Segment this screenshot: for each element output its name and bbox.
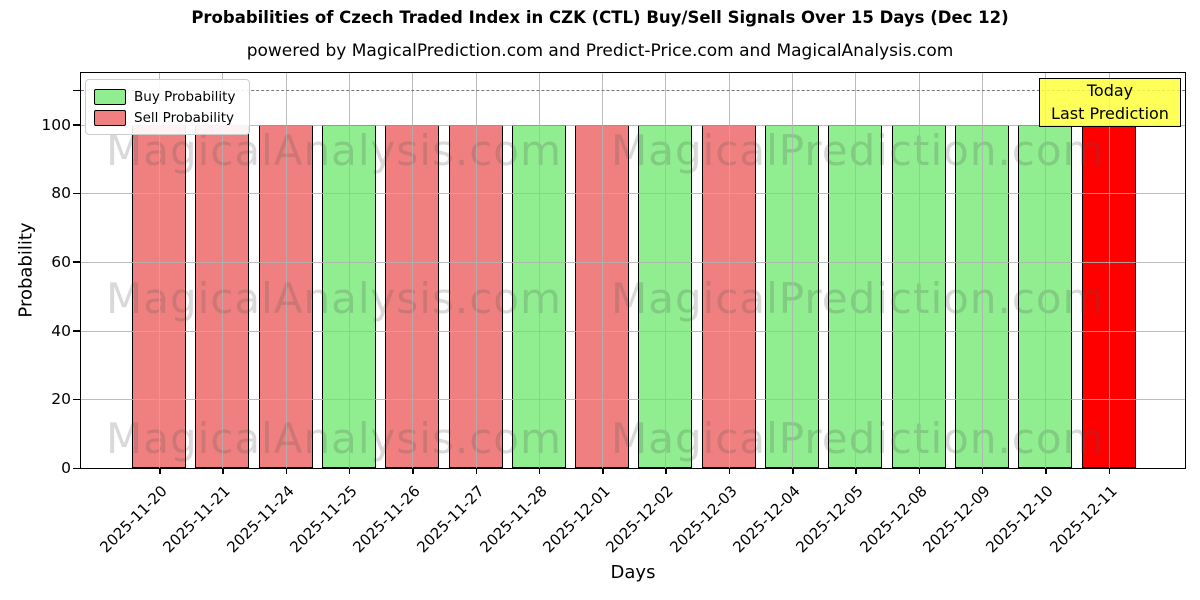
x-tick [475,468,477,474]
plot-area: MagicalAnalysis.com MagicalPrediction.com… [41,72,1186,477]
gridline-vertical [602,73,604,468]
x-tick [665,468,667,474]
x-tick [222,468,224,474]
gridline-vertical [981,73,983,468]
gridline-vertical [1045,73,1047,468]
today-annotation: Today Last Prediction [1039,78,1181,128]
gridline-horizontal [81,330,1185,332]
chart-title: Probabilities of Czech Traded Index in C… [191,8,1009,27]
x-tick [1045,468,1047,474]
y-tick-label: 60 [51,252,71,271]
watermark-text: MagicalPrediction.com [611,414,1105,463]
gridline-vertical [348,73,350,468]
x-tick [728,468,731,474]
gridline-horizontal [81,124,1185,126]
watermark-text: MagicalPrediction.com [611,274,1105,323]
gridline-vertical [855,73,857,468]
gridline-horizontal [81,261,1185,263]
y-tick [73,89,80,92]
gridline-vertical [159,73,160,468]
x-tick [855,468,857,474]
gridline-vertical [792,73,793,468]
x-tick [1108,468,1110,474]
watermark-text: MagicalAnalysis.com [106,414,562,463]
y-tick [73,330,80,332]
x-tick [792,468,794,474]
y-tick [73,261,80,263]
legend-item-buy: Buy Probability [94,86,235,107]
gridline-vertical [1108,73,1110,468]
y-tick [73,398,80,401]
watermark-text: MagicalAnalysis.com [106,274,562,323]
legend-item-sell: Sell Probability [94,107,235,128]
y-tick [73,192,80,195]
gridline-vertical [475,73,477,468]
x-tick [918,468,921,474]
legend: Buy Probability Sell Probability [85,79,251,135]
today-annotation-line1: Today [1086,81,1134,100]
y-tick [73,124,80,126]
gridline-vertical [285,73,287,468]
y-tick-label: 20 [51,390,71,409]
y-tick-label: 0 [61,459,71,477]
gridline-vertical [222,73,224,468]
buy-probability-swatch-icon [94,88,126,105]
x-tick [602,468,604,474]
y-tick-label: 40 [51,321,71,340]
sell-probability-swatch-icon [94,109,126,126]
gridline-vertical [728,73,730,468]
watermark-text: MagicalPrediction.com [611,126,1105,175]
y-tick-label: 100 [41,115,71,134]
y-tick-label: 80 [51,184,71,203]
gridline-vertical [538,73,540,468]
y-tick [73,467,80,469]
gridline-vertical [665,73,667,468]
gridline-horizontal [81,193,1185,195]
gridline-vertical [918,73,920,468]
gridline-horizontal [81,399,1185,401]
threshold-dashed-line [81,90,1185,92]
legend-label-sell: Sell Probability [134,109,235,126]
x-tick [538,468,541,474]
x-tick [981,468,984,474]
x-axis-label: Days [610,562,656,583]
x-tick [159,468,161,474]
x-tick [348,468,351,474]
watermark-layer: MagicalAnalysis.com MagicalPrediction.com… [81,73,1185,468]
today-annotation-line2: Last Prediction [1051,103,1169,123]
legend-label-buy: Buy Probability [134,88,236,105]
gridline-vertical [412,73,414,468]
x-tick [412,468,414,474]
x-tick [285,468,288,474]
chart-subtitle: powered by MagicalPrediction.com and Pre… [246,41,954,61]
